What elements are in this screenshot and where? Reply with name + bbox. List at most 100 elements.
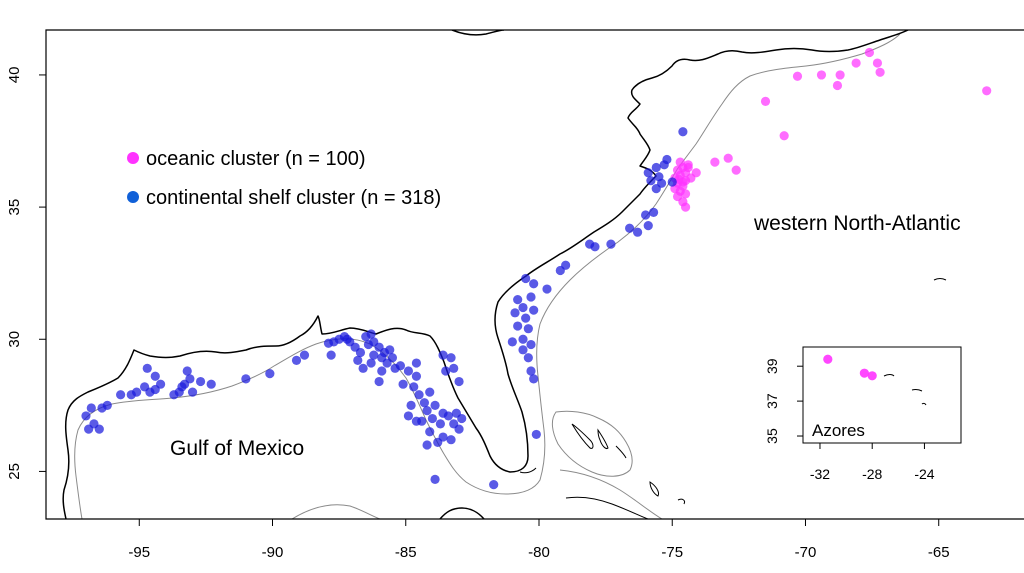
shelf-point [643,221,653,231]
oceanic-point [723,153,733,163]
shelf-point [526,366,536,376]
shelf-point [523,324,533,334]
inset-oceanic-point [823,354,833,364]
oceanic-point [683,162,693,173]
shelf-point [291,355,302,366]
shelf-point [646,176,656,186]
shelf-point [523,353,533,363]
caribbean-isobath [551,410,633,477]
shelf-point [433,437,443,447]
inset-x-axis: -32 -28 -24 [810,443,935,482]
shelf-point [625,223,635,233]
shelf-point [449,419,459,429]
shelf-point [632,227,643,237]
shelf-point [441,366,451,376]
bahamas-island-3 [615,445,627,459]
inset-oceanic-point [867,371,877,381]
shelf-point [518,302,528,313]
oceanic-point [835,70,845,80]
island-fragment [677,498,685,505]
shelf-point [555,265,565,276]
shelf-point [265,369,275,379]
shelf-point [398,379,408,389]
x-tick-label: -95 [128,544,150,561]
inset-y-axis: 39 37 35 [764,358,803,444]
cuba-coast [565,496,649,519]
shelf-point [518,345,528,355]
oceanic-point [851,58,861,68]
x-tick-label: -65 [928,544,950,561]
inset-points [823,354,877,381]
shelf-point [427,413,438,424]
bermuda-island [933,278,947,281]
y-axis: 25 30 35 40 [6,67,46,480]
oceanic-point [792,71,803,81]
oceanic-point [779,131,789,141]
shelf-point [195,376,206,387]
y-tick-label: 40 [6,67,23,84]
shelf-point [116,390,126,400]
legend-shelf-marker [127,191,139,203]
shelf-point [526,339,536,350]
mexico-coastline [439,507,485,519]
shelf-point [529,279,539,289]
bahamas-island-2 [597,428,609,449]
y-tick-label: 35 [6,199,23,216]
shelf-point [651,162,661,173]
y-tick-label: 25 [6,463,23,480]
shelf-point [411,358,422,368]
shelf-point [449,363,459,373]
x-tick-label: -90 [262,544,284,561]
azores-island-3 [921,402,927,406]
shelf-point [430,400,440,410]
shelf-point [606,239,616,249]
shelf-point [403,366,414,376]
shelf-point [374,376,384,387]
azores-inset: -32 -28 -24 39 37 35 Azores [764,346,962,482]
shelf-point [81,411,91,421]
shelf-point [86,403,96,413]
shelf-point [643,168,653,178]
shelf-point [521,273,531,284]
shelf-point [241,374,251,384]
azores-label: Azores [812,421,865,440]
cuba-isobath [559,469,663,519]
shelf-point [640,210,651,220]
shelf-point [139,382,150,392]
oceanic-point [832,80,843,91]
shelf-point [443,411,453,421]
x-axis: -95 -90 -85 -80 -75 -70 -65 [128,519,950,561]
shelf-point [97,403,107,413]
oceanic-point [875,67,885,77]
shelf-point [513,295,523,305]
inset-x-tick-label: -28 [862,466,882,482]
shelf-edge-isobath [74,33,901,519]
azores-island-2 [911,389,923,392]
shelf-point [422,440,432,450]
shelf-point [353,355,363,366]
shelf-point [678,127,688,137]
shelf-point [438,350,448,360]
shelf-point [382,358,392,368]
shelf-point [667,177,677,187]
shelf-point [651,183,661,194]
shelf-point [342,334,352,344]
shelf-point [531,429,541,440]
inset-x-tick-label: -24 [914,466,934,482]
shelf-point [425,427,435,437]
yucatan-isobath [291,504,381,519]
oceanic-point [731,165,741,175]
shelf-point [529,374,539,384]
x-tick-label: -70 [795,544,817,561]
shelf-point [590,242,600,252]
shelf-point [510,308,520,318]
shelf-point [457,413,467,424]
oceanic-point [816,70,827,80]
shelf-point [409,382,419,392]
x-tick-label: -85 [395,544,417,561]
shelf-point [142,363,152,373]
us-coastline [62,30,909,519]
oceanic-point [760,96,771,106]
legend: oceanic cluster (n = 100) continental sh… [127,148,441,209]
